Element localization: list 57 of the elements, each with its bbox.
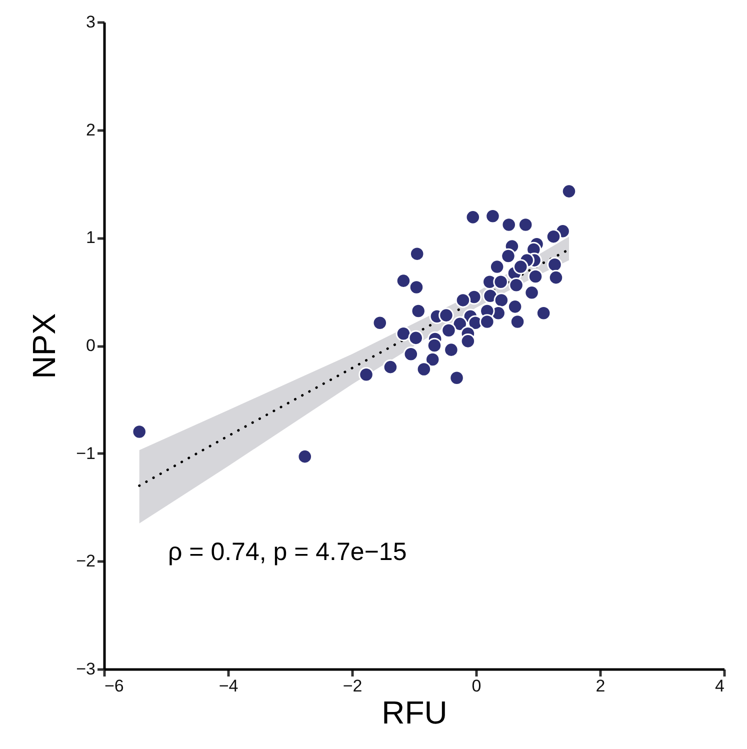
y-tick-label: 2 — [86, 120, 96, 140]
point — [508, 277, 524, 293]
x-tick-label: −4 — [218, 676, 238, 696]
point — [416, 362, 432, 377]
point — [536, 306, 552, 321]
y-tick-label: −1 — [76, 444, 96, 463]
point — [485, 208, 500, 224]
point — [460, 334, 476, 349]
point — [480, 314, 495, 330]
x-tick-label: −2 — [342, 676, 362, 696]
point — [396, 326, 412, 342]
y-tick-label: −3 — [76, 660, 96, 678]
point — [382, 359, 398, 375]
point — [518, 217, 534, 232]
point — [408, 330, 424, 346]
point — [372, 315, 388, 330]
point — [507, 299, 523, 314]
point — [438, 308, 454, 323]
point — [493, 274, 508, 290]
x-tick-label: 0 — [472, 676, 482, 696]
point — [444, 342, 459, 358]
point — [297, 448, 313, 464]
point — [403, 346, 419, 362]
point — [408, 280, 424, 295]
point — [410, 303, 426, 319]
annotation: ρ = 0.74, p = 4.7e−15 — [168, 538, 407, 566]
point — [494, 292, 510, 308]
point — [441, 322, 456, 338]
y-axis-title: NPX — [26, 313, 62, 379]
point — [513, 259, 528, 274]
point — [501, 217, 516, 232]
point — [489, 259, 505, 274]
x-tick-label: 4 — [715, 676, 724, 696]
point — [449, 370, 464, 386]
point — [547, 256, 562, 272]
point — [500, 248, 516, 264]
point — [358, 366, 374, 382]
point — [524, 285, 540, 300]
point — [132, 424, 147, 440]
x-axis-title: RFU — [382, 694, 448, 730]
point — [510, 314, 526, 330]
point — [548, 270, 564, 286]
y-tick-label: 1 — [86, 228, 96, 248]
y-tick-label: −2 — [76, 552, 96, 571]
point — [465, 210, 481, 225]
x-tick-label: 2 — [596, 676, 606, 696]
y-tick-label: 3 — [86, 12, 96, 32]
point — [528, 268, 544, 284]
point — [409, 246, 425, 262]
y-tick-label: 0 — [86, 336, 96, 355]
point — [396, 273, 412, 288]
point — [426, 338, 442, 354]
x-tick-label: −6 — [104, 676, 124, 696]
point — [424, 352, 440, 368]
point — [546, 228, 562, 244]
point — [561, 184, 577, 199]
point — [455, 292, 471, 308]
